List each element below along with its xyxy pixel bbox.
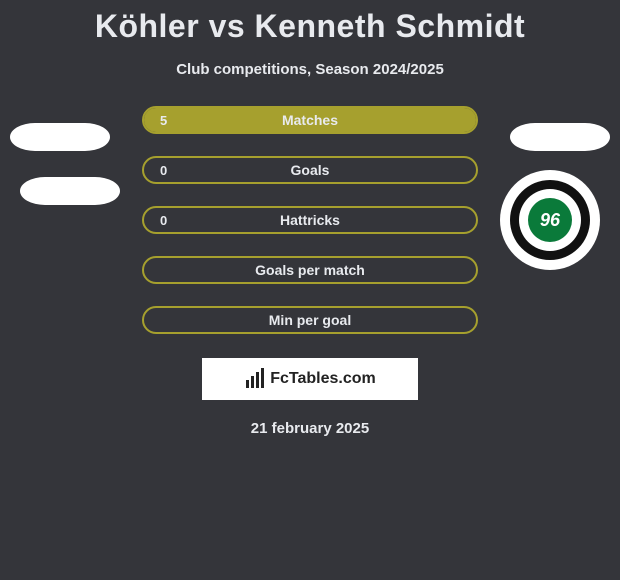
club-badge: 96 <box>500 170 600 270</box>
stat-row: Min per goal <box>142 306 478 334</box>
stat-row: Matches5 <box>142 106 478 134</box>
club-badge-ring: 96 <box>510 180 590 260</box>
bars-icon <box>244 368 266 390</box>
stat-label: Matches <box>144 108 476 132</box>
date-text: 21 february 2025 <box>0 420 620 437</box>
stat-label: Goals <box>144 158 476 182</box>
stat-row: Goals per match <box>142 256 478 284</box>
side-badge-right <box>510 123 610 151</box>
side-badge-left <box>20 177 120 205</box>
page-title: Köhler vs Kenneth Schmidt <box>0 0 620 45</box>
stat-row: Hattricks0 <box>142 206 478 234</box>
logo-text: FcTables.com <box>270 370 376 388</box>
stat-value-left: 0 <box>160 208 167 232</box>
subtitle: Club competitions, Season 2024/2025 <box>0 61 620 78</box>
stat-label: Goals per match <box>144 258 476 282</box>
side-badge-left <box>10 123 110 151</box>
stat-value-left: 0 <box>160 158 167 182</box>
club-badge-ring: 96 <box>519 189 581 251</box>
club-badge-text: 96 <box>528 198 572 242</box>
stat-label: Hattricks <box>144 208 476 232</box>
stat-value-left: 5 <box>160 108 167 132</box>
site-logo: FcTables.com <box>202 358 418 400</box>
stat-label: Min per goal <box>144 308 476 332</box>
stat-row: Goals0 <box>142 156 478 184</box>
